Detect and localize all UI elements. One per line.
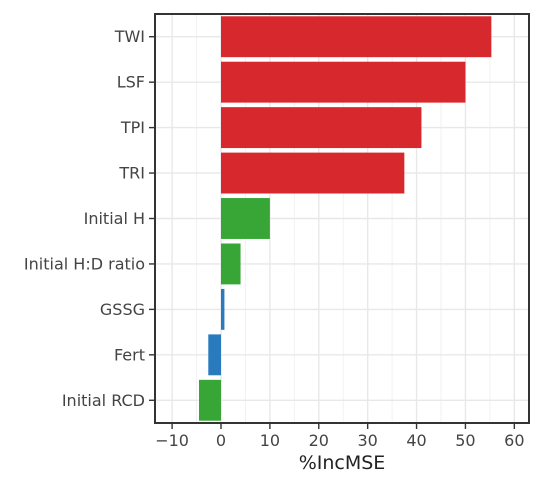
y-tick-label: Initial RCD bbox=[62, 391, 145, 410]
y-tick-label: Fert bbox=[114, 345, 145, 364]
x-tick-label: 0 bbox=[216, 431, 226, 450]
x-tick-label: 20 bbox=[309, 431, 329, 450]
bar-tpi bbox=[221, 107, 422, 149]
bar-twi bbox=[221, 16, 492, 58]
y-tick-label: LSF bbox=[117, 73, 145, 92]
y-tick-label: Initial H:D ratio bbox=[24, 254, 145, 273]
x-axis: −10 0 10 20 30 40 50 60 bbox=[155, 423, 525, 450]
x-tick-label: 60 bbox=[504, 431, 524, 450]
x-axis-title: %IncMSE bbox=[299, 452, 386, 474]
x-tick-label: −10 bbox=[155, 431, 189, 450]
y-axis: TWI LSF TPI TRI Initial H Initial H:D ratio GS… bbox=[24, 27, 155, 410]
bar-tri bbox=[221, 152, 405, 194]
x-tick-label: 50 bbox=[455, 431, 475, 450]
y-tick-label: Initial H bbox=[84, 209, 145, 228]
y-tick-label: TRI bbox=[118, 164, 145, 183]
bar-initial-h-d-ratio bbox=[221, 243, 241, 285]
bar-lsf bbox=[221, 61, 466, 103]
y-tick-label: TWI bbox=[114, 27, 145, 46]
bar-fert bbox=[208, 334, 221, 376]
bar-gssg bbox=[221, 288, 225, 330]
bar-initial-rcd bbox=[199, 379, 221, 421]
x-tick-label: 40 bbox=[406, 431, 426, 450]
bar-initial-h bbox=[221, 198, 270, 239]
y-tick-label: GSSG bbox=[100, 300, 145, 319]
bars bbox=[199, 16, 492, 421]
x-tick-label: 30 bbox=[357, 431, 377, 450]
y-tick-label: TPI bbox=[120, 118, 145, 137]
x-tick-label: 10 bbox=[260, 431, 280, 450]
